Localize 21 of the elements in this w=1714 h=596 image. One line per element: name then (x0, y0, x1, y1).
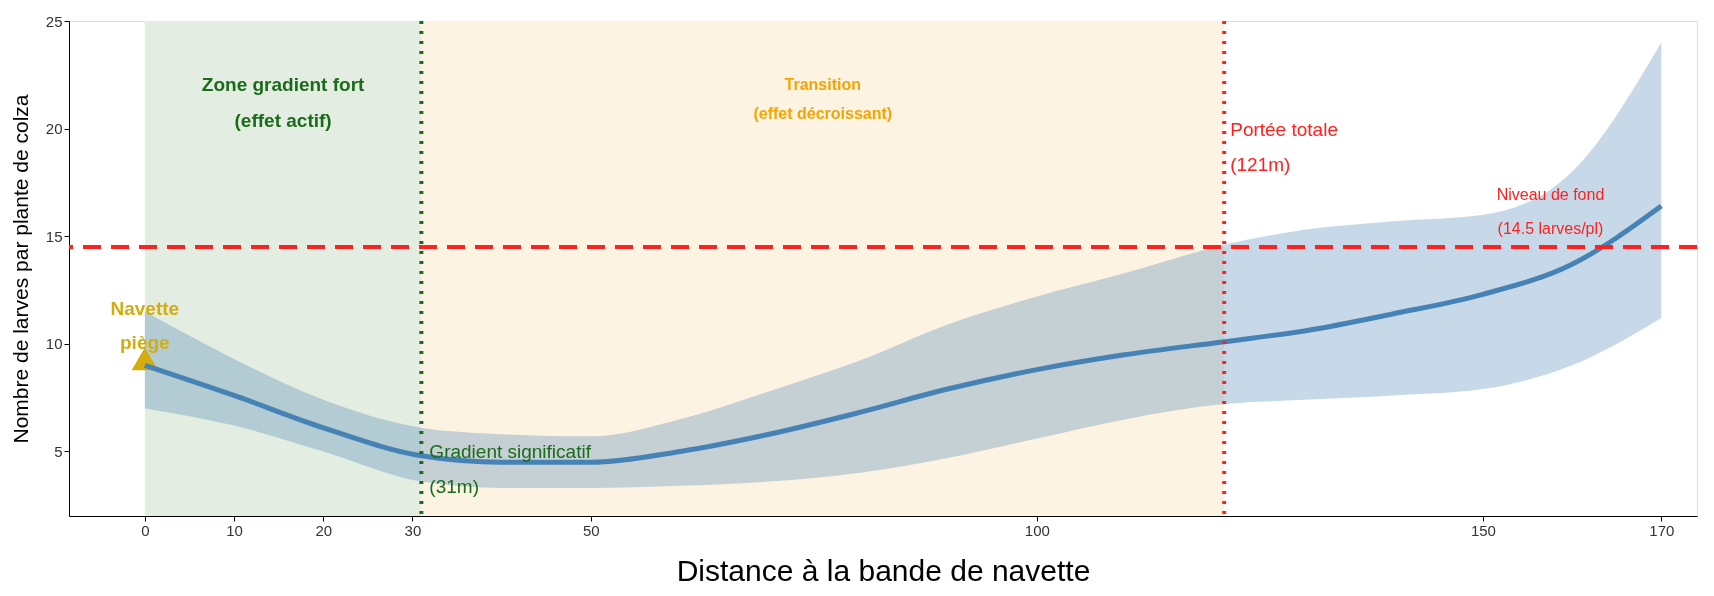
ref-line-label: Niveau de fond (14.5 larves/pl) (1496, 186, 1605, 237)
ref-line-label: Portée totale (121m) (1230, 118, 1338, 175)
x-tick-label: 100 (1024, 521, 1050, 539)
ref-line-label: Gradient significatif (31m) (429, 440, 592, 497)
band-label: Transition (effet décroissant) (753, 76, 893, 123)
y-tick-label: 15 (45, 227, 63, 245)
x-tick-label: 170 (1649, 521, 1675, 539)
y-tick-label: 25 (45, 12, 63, 30)
x-tick-label: 10 (226, 521, 243, 539)
y-tick-label: 5 (54, 442, 63, 460)
x-tick-label: 20 (315, 521, 333, 539)
x-axis-title: Distance à la bande de navette (676, 553, 1091, 587)
x-tick-label: 0 (141, 521, 150, 539)
band-label: Zone gradient fort (effet actif) (201, 74, 366, 132)
y-tick-label: 10 (45, 335, 63, 353)
series-label: Navette piège (110, 297, 180, 353)
x-tick-label: 30 (404, 521, 422, 539)
y-axis-title: Nombre de larves par plante de colza (8, 94, 32, 444)
x-tick-label: 150 (1470, 521, 1496, 539)
y-tick-label: 20 (45, 120, 63, 138)
x-tick-label: 50 (583, 521, 600, 539)
